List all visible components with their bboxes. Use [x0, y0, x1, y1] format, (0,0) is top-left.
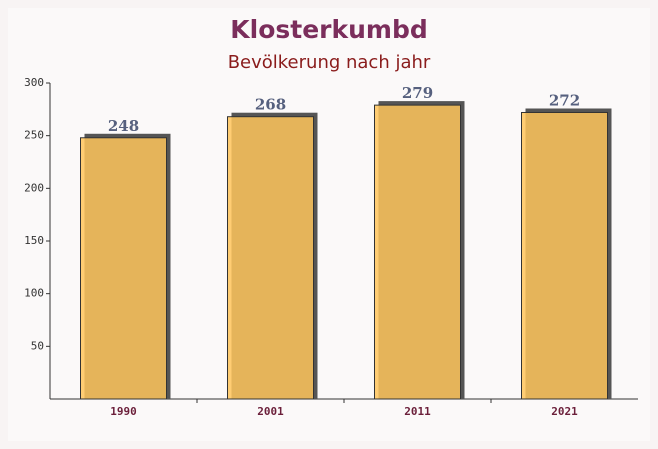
y-tick-label: 200 — [24, 181, 44, 194]
value-label: 279 — [402, 84, 433, 102]
chart-title: Klosterkumbd — [230, 15, 428, 44]
y-tick-label: 100 — [24, 287, 44, 300]
x-tick-label: 2021 — [551, 405, 578, 418]
y-tick-label: 300 — [24, 76, 44, 89]
y-tick-label: 50 — [31, 339, 44, 352]
bar — [521, 111, 608, 400]
value-label: 248 — [108, 117, 139, 135]
bar — [374, 104, 461, 400]
x-tick-label: 2001 — [257, 405, 284, 418]
x-tick-label: 1990 — [110, 405, 137, 418]
value-label: 268 — [255, 96, 286, 114]
y-tick-label: 250 — [24, 129, 44, 142]
value-label: 272 — [549, 91, 580, 109]
bar — [80, 137, 167, 400]
x-tick-label: 2011 — [404, 405, 431, 418]
y-tick-label: 150 — [24, 234, 44, 247]
bar — [227, 116, 314, 400]
chart-subtitle: Bevölkerung nach jahr — [228, 52, 431, 73]
